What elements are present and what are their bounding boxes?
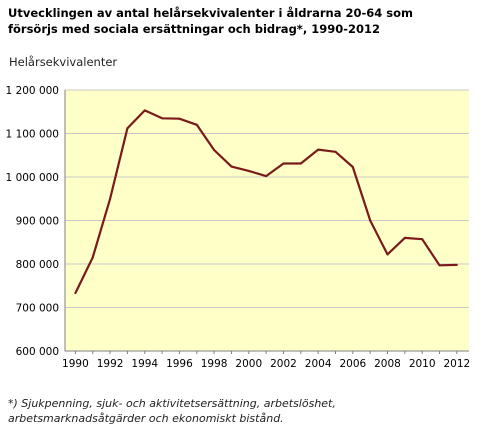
x-tick-label: 2008 [374,358,401,370]
series-layer [74,109,458,295]
y-tick-label: 1 200 000 [6,85,59,97]
data-point [126,127,129,130]
data-point [421,238,424,241]
y-tick-label: 900 000 [16,216,59,228]
data-point [91,256,94,259]
x-tick-label: 1994 [131,358,158,370]
footnote-line-1: *) Sjukpenning, sjuk- och aktivitetsersä… [8,397,336,410]
x-tick-label: 2010 [409,358,436,370]
x-tick-label: 1992 [97,358,124,370]
data-point [109,197,112,200]
y-axis-ticks: 600 000 700 000 800 000 900 000 1 000 000 1 1… [6,85,59,358]
x-tick-label: 2002 [270,358,297,370]
data-point [247,169,250,172]
chart-title-line-1: Utvecklingen av antal helårsekvivalenter… [8,6,413,20]
data-point [265,175,268,178]
y-axis-label: Helårsekvivalenter [9,55,118,69]
footnote-line-2: arbetsmarknadsåtgärder och ekonomiskt bi… [8,412,284,425]
chart-title: Utvecklingen av antal helårsekvivalenter… [8,5,478,37]
data-point [351,165,354,168]
data-point [143,109,146,112]
data-point [386,253,389,256]
data-point [161,117,164,120]
y-tick-label: 600 000 [16,346,59,358]
data-point [230,165,233,168]
data-point [317,148,320,151]
x-tick-label: 2012 [443,358,470,370]
data-point [455,263,458,266]
data-point [74,292,77,295]
x-axis-ticks: 1990 1992 1994 1996 1998 2000 2002 2004 2006 2008… [62,358,470,370]
data-point [334,150,337,153]
data-point [299,162,302,165]
data-point [369,219,372,222]
data-point [178,117,181,120]
x-tick-label: 1990 [62,358,89,370]
y-tick-label: 1 000 000 [6,172,59,184]
x-tick-label: 2000 [235,358,262,370]
x-tick-label: 1998 [201,358,228,370]
data-point [403,236,406,239]
grid-lines [64,89,469,354]
y-tick-label: 700 000 [16,303,59,315]
x-tick-label: 2004 [305,358,332,370]
y-tick-label: 800 000 [16,259,59,271]
data-point [438,264,441,267]
x-tick-label: 1996 [166,358,193,370]
data-point [282,162,285,165]
data-point [195,123,198,126]
chart-title-line-2: försörjs med sociala ersättningar och bi… [8,22,380,36]
x-tick-label: 2006 [339,358,366,370]
footnote: *) Sjukpenning, sjuk- och aktivitetsersä… [8,396,478,426]
data-point [213,149,216,152]
y-tick-label: 1 100 000 [6,129,59,141]
axes [64,90,469,352]
